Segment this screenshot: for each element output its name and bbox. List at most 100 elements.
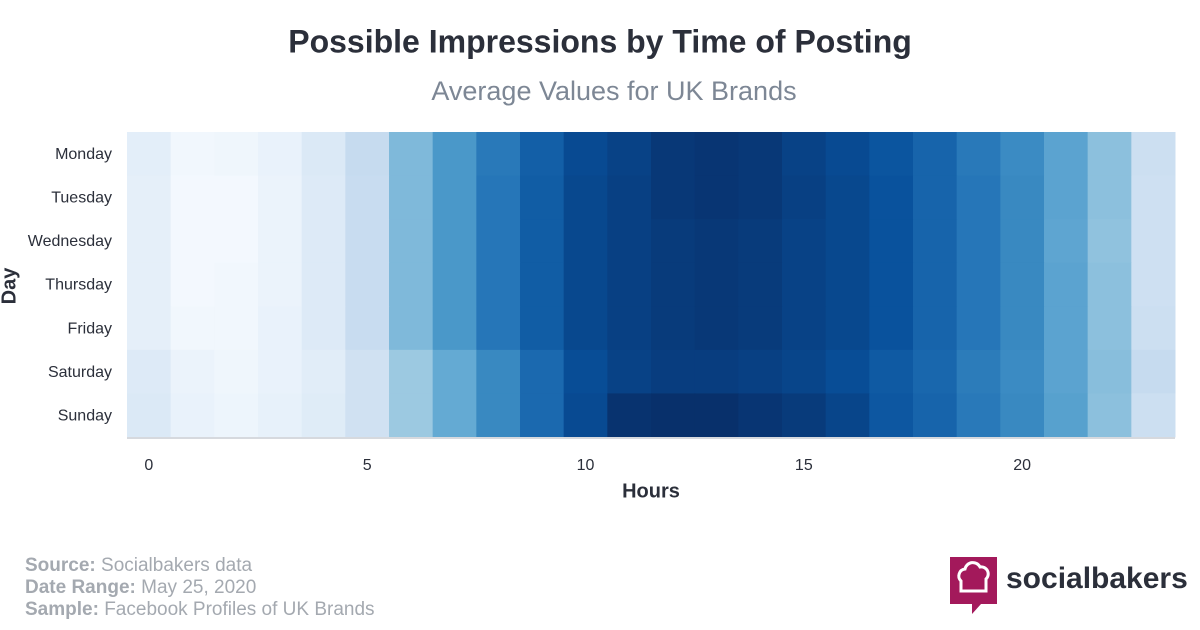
heatmap-cell — [738, 175, 783, 220]
heatmap-cell — [389, 132, 434, 177]
sample: Facebook Profiles of UK Brands — [104, 599, 374, 620]
heatmap-cell — [563, 393, 608, 438]
heatmap-cell — [1131, 393, 1176, 438]
heatmap-cell — [476, 132, 521, 177]
heatmap-cell — [127, 219, 172, 264]
heatmap-cell — [345, 262, 390, 307]
heatmap-cell — [694, 262, 739, 307]
heatmap-cell — [1044, 262, 1089, 307]
heatmap-cell — [1087, 393, 1132, 438]
heatmap-cell — [694, 306, 739, 351]
heatmap-cell — [127, 132, 172, 177]
y-tick-label: Monday — [55, 146, 112, 163]
heatmap-cell — [1131, 175, 1176, 220]
brand-logo: socialbakers — [950, 557, 1188, 614]
heatmap-cell — [1000, 306, 1045, 351]
heatmap-cell — [869, 262, 914, 307]
heatmap-cell — [520, 306, 565, 351]
heatmap-cell — [607, 306, 652, 351]
heatmap-cell — [607, 393, 652, 438]
heatmap-cell — [127, 306, 172, 351]
heatmap-cell — [651, 219, 696, 264]
y-tick-label: Sunday — [58, 407, 112, 424]
heatmap-cell — [1087, 262, 1132, 307]
y-tick-label: Thursday — [45, 277, 112, 294]
heatmap-cell — [127, 349, 172, 394]
logo-icon — [950, 557, 997, 614]
heatmap-cell — [214, 393, 259, 438]
heatmap-cell — [301, 306, 346, 351]
heatmap-cell — [127, 393, 172, 438]
heatmap-cell — [694, 393, 739, 438]
heatmap-cell — [607, 175, 652, 220]
heatmap-cell — [520, 262, 565, 307]
heatmap-cell — [170, 349, 215, 394]
heatmap-cell — [1087, 175, 1132, 220]
heatmap-cell — [520, 219, 565, 264]
x-tick-label: 0 — [144, 457, 153, 474]
x-tick-label: 20 — [1013, 457, 1031, 474]
heatmap-cell — [1044, 219, 1089, 264]
heatmap-cell — [825, 349, 870, 394]
brand-name: socialbakers — [1006, 562, 1188, 595]
heatmap-cell — [651, 262, 696, 307]
heatmap-cell — [738, 132, 783, 177]
heatmap-cell — [563, 349, 608, 394]
heatmap-cell — [1044, 393, 1089, 438]
heatmap-cell — [1000, 349, 1045, 394]
heatmap-cell — [825, 132, 870, 177]
heatmap-cell — [520, 349, 565, 394]
heatmap-cell — [607, 132, 652, 177]
heatmap-cell — [651, 349, 696, 394]
heatmap-cell — [956, 132, 1001, 177]
heatmap-cell — [432, 349, 477, 394]
heatmap-cell — [913, 175, 958, 220]
heatmap-cell — [258, 219, 303, 264]
heatmap-cell — [170, 393, 215, 438]
heatmap-cell — [301, 219, 346, 264]
heatmap-cell — [214, 306, 259, 351]
heatmap-cell — [214, 219, 259, 264]
footer-date: Date Range: May 25, 2020 — [25, 577, 256, 598]
heatmap-cell — [869, 393, 914, 438]
heatmap-cell — [651, 132, 696, 177]
heatmap-cell — [738, 219, 783, 264]
heatmap-cell — [651, 175, 696, 220]
heatmap-cell — [913, 349, 958, 394]
heatmap-cell — [1087, 306, 1132, 351]
heatmap-cell — [913, 306, 958, 351]
heatmap-cell — [432, 175, 477, 220]
heatmap-cell — [1000, 132, 1045, 177]
heatmap-cell — [432, 393, 477, 438]
heatmap-cell — [389, 349, 434, 394]
heatmap-cell — [913, 132, 958, 177]
heatmap-cell — [301, 349, 346, 394]
heatmap-cell — [476, 349, 521, 394]
heatmap-cell — [520, 175, 565, 220]
heatmap-cell — [738, 393, 783, 438]
heatmap-cell — [694, 132, 739, 177]
heatmap-cell — [258, 132, 303, 177]
heatmap-cell — [956, 306, 1001, 351]
heatmap-cell — [782, 349, 827, 394]
heatmap-cell — [170, 175, 215, 220]
y-tick-label: Friday — [68, 320, 112, 337]
heatmap-cell — [1087, 219, 1132, 264]
heatmap-cell — [825, 393, 870, 438]
heatmap-cell — [1131, 349, 1176, 394]
heatmap-cell — [170, 306, 215, 351]
heatmap-cell — [738, 349, 783, 394]
heatmap-cell — [913, 393, 958, 438]
heatmap-cell — [389, 306, 434, 351]
heatmap-cell — [214, 132, 259, 177]
heatmap-cell — [345, 393, 390, 438]
heatmap-cell — [607, 262, 652, 307]
heatmap-cell — [258, 175, 303, 220]
heatmap-cell — [869, 175, 914, 220]
heatmap-cell — [127, 175, 172, 220]
heatmap-cell — [301, 262, 346, 307]
heatmap-cell — [1044, 306, 1089, 351]
heatmap-cell — [1044, 349, 1089, 394]
heatmap-cell — [476, 262, 521, 307]
heatmap-cell — [825, 175, 870, 220]
